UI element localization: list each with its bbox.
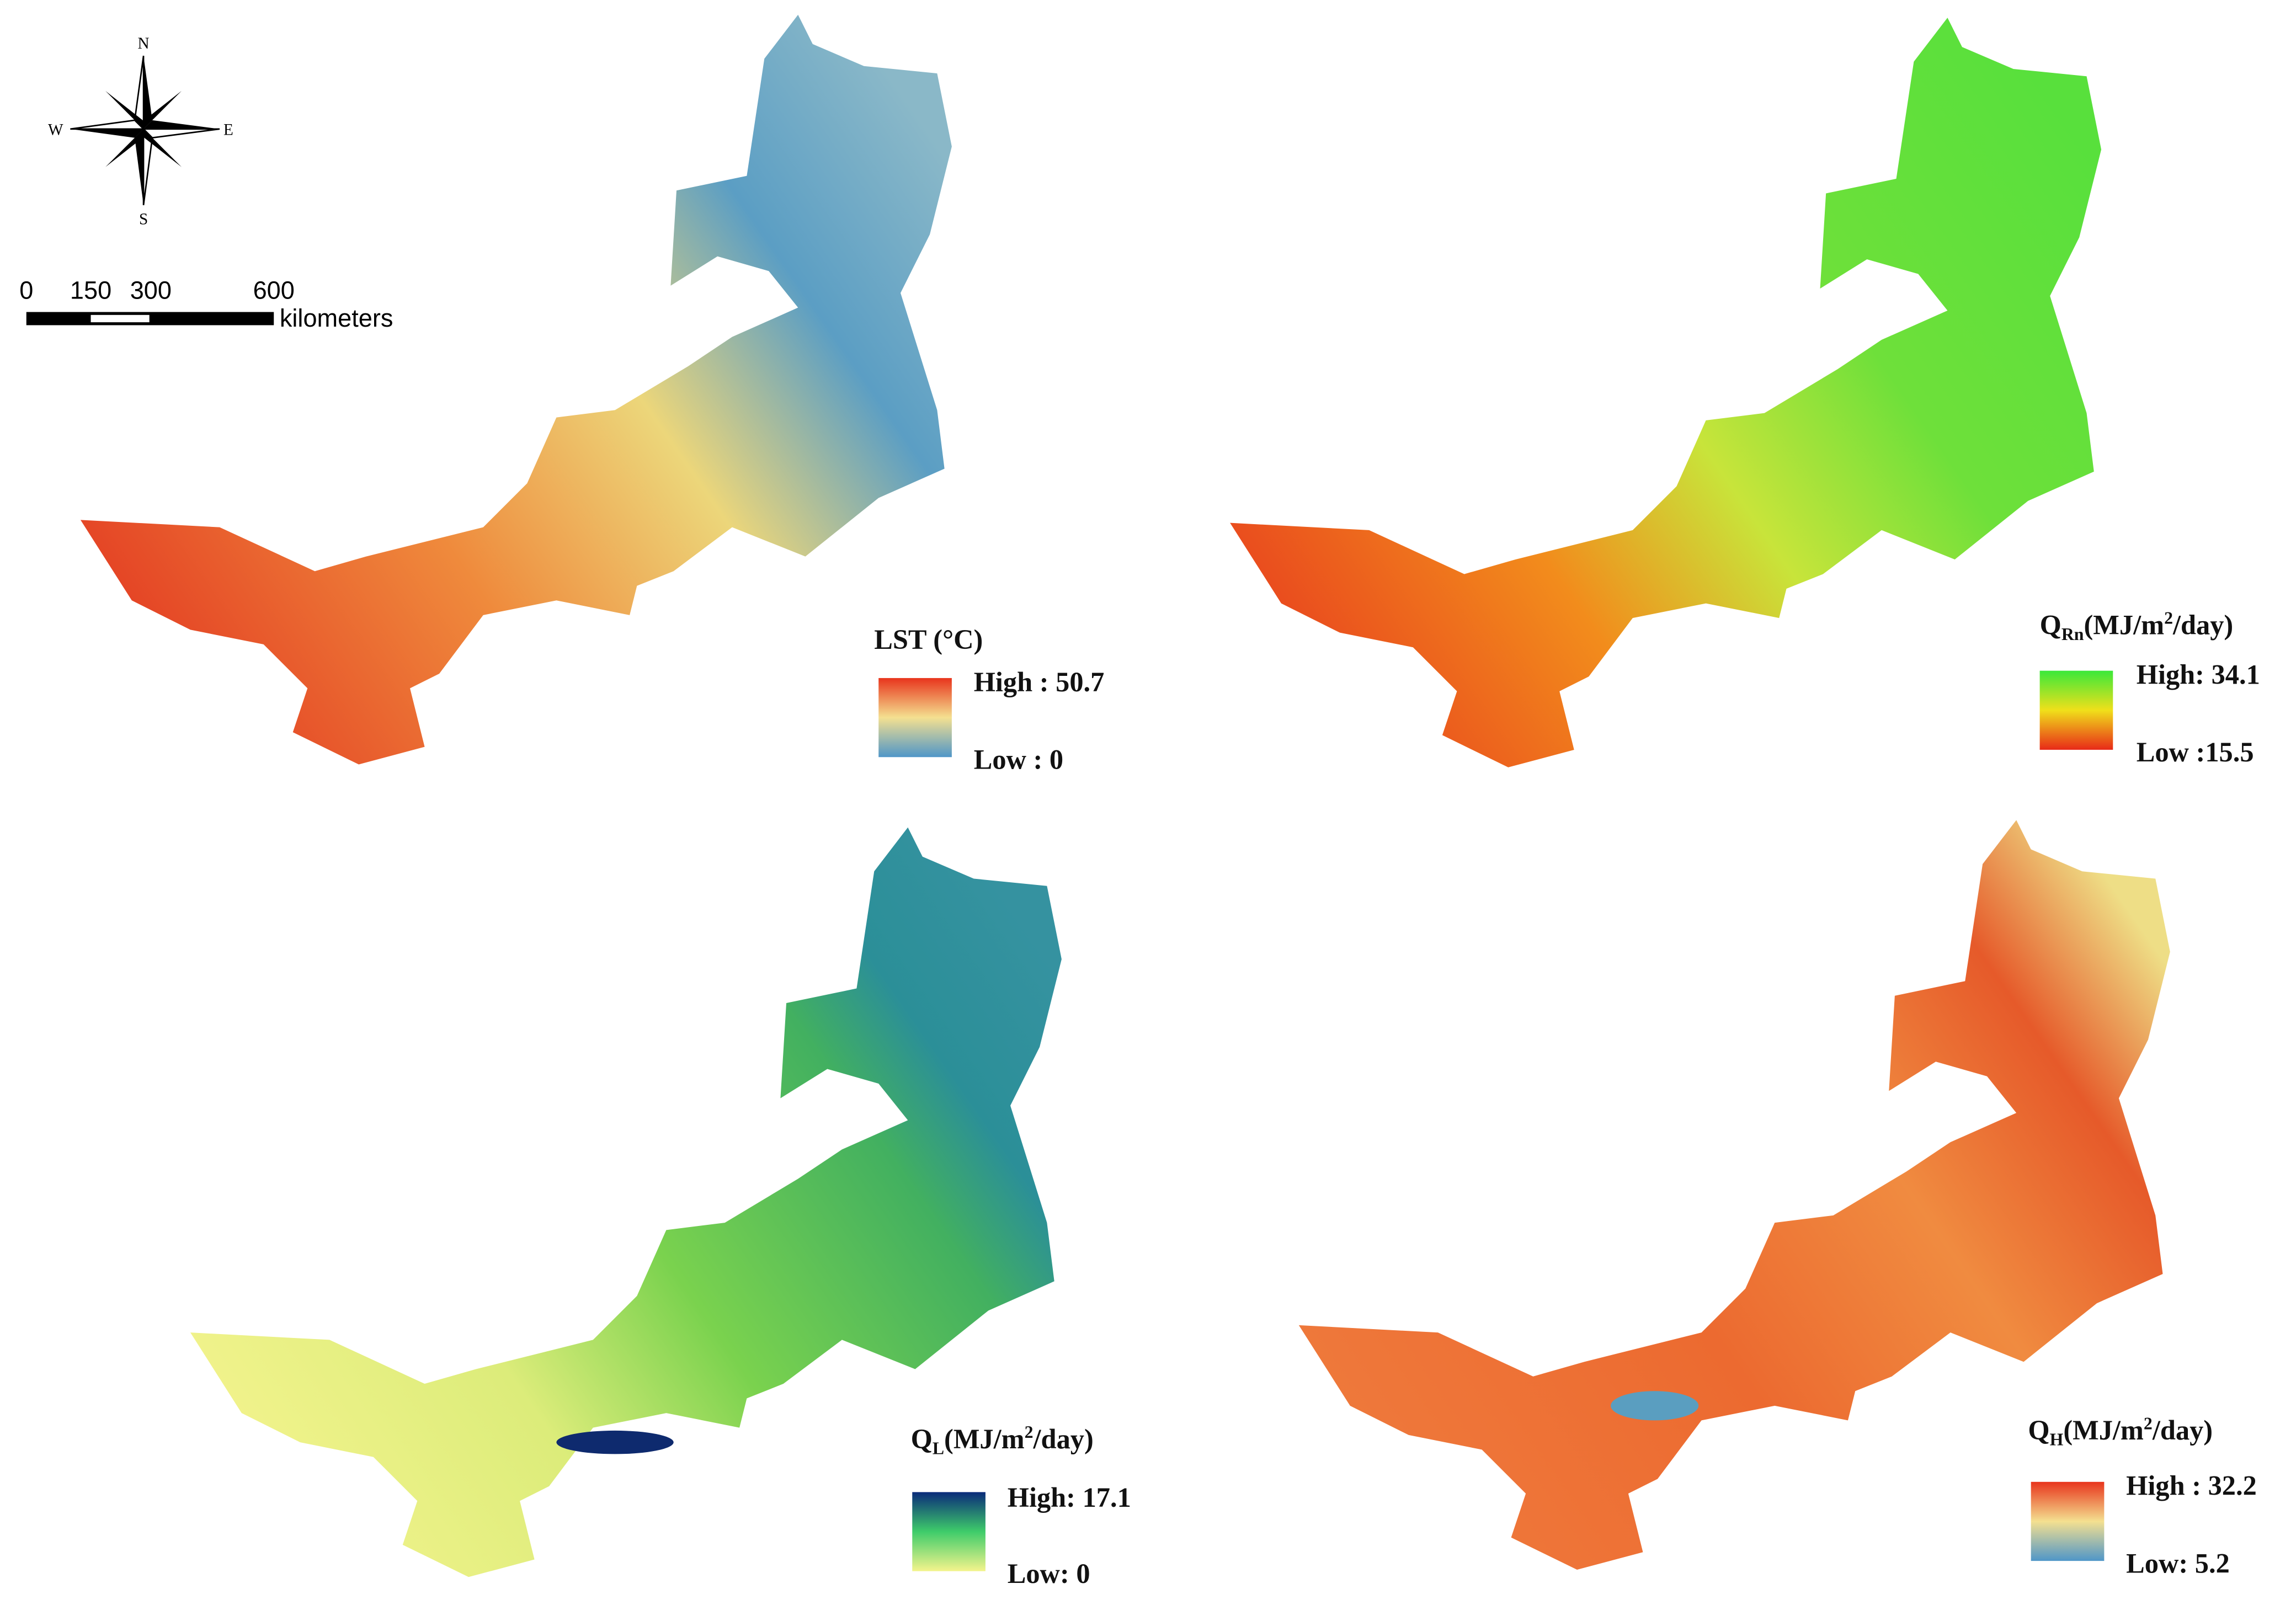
scale-bar: [26, 312, 274, 326]
superscript: 2: [1025, 1422, 1034, 1442]
legend-title: QRn(MJ/m2/day): [2040, 609, 2234, 644]
subscript: Rn: [2061, 625, 2084, 644]
legend-high: High: 17.1: [1008, 1482, 1131, 1513]
unit-end: /day): [1033, 1423, 1094, 1454]
compass-w: W: [48, 121, 63, 138]
scale-label: 600: [253, 276, 295, 305]
legend-low: Low :15.5: [2137, 737, 2254, 767]
legend-title: QH(MJ/m2/day): [2028, 1414, 2213, 1449]
legend-title: QL(MJ/m2/day): [911, 1422, 1094, 1458]
legend-low: Low: 5.2: [2126, 1548, 2230, 1579]
legend-title: LST (°C): [874, 624, 983, 655]
legend-ramp: [2039, 670, 2113, 750]
compass-s: S: [139, 210, 148, 228]
legend-ramp: [912, 1492, 985, 1571]
compass: [70, 55, 220, 205]
unit: (MJ/m: [2084, 609, 2165, 640]
qrn-map: [1230, 18, 2102, 767]
lst-map: [80, 14, 952, 765]
scale-unit: kilometers: [280, 304, 393, 332]
unit-end: /day): [2172, 609, 2233, 640]
superscript: 2: [2164, 609, 2173, 628]
unit-end: /day): [2152, 1415, 2213, 1446]
subscript: L: [933, 1438, 944, 1458]
legend-high: High : 50.7: [974, 666, 1105, 697]
legend-low: Low : 0: [974, 744, 1063, 775]
legend-high: High : 32.2: [2126, 1470, 2257, 1501]
unit: (MJ/m: [2063, 1415, 2144, 1446]
unit: (MJ/m: [944, 1423, 1025, 1454]
compass-n: N: [138, 35, 150, 52]
symbol: Q: [911, 1423, 933, 1454]
qh-lake: [1611, 1391, 1699, 1421]
ql-map: [190, 827, 1062, 1577]
legend-low: Low: 0: [1008, 1558, 1090, 1589]
legend-high: High: 34.1: [2137, 659, 2260, 690]
ql-lake: [556, 1430, 674, 1454]
subscript: H: [2050, 1430, 2064, 1449]
symbol: Q: [2040, 609, 2061, 640]
symbol: Q: [2028, 1415, 2049, 1446]
compass-e: E: [223, 121, 233, 138]
scale-label: 0: [19, 276, 33, 305]
scale-label: 300: [130, 276, 172, 305]
legend-ramp: [2031, 1481, 2105, 1561]
qh-map: [1298, 820, 2170, 1570]
scale-label: 150: [70, 276, 111, 305]
legend-ramp: [878, 678, 952, 758]
superscript: 2: [2144, 1414, 2153, 1433]
scale-bar-segment: [90, 314, 150, 323]
